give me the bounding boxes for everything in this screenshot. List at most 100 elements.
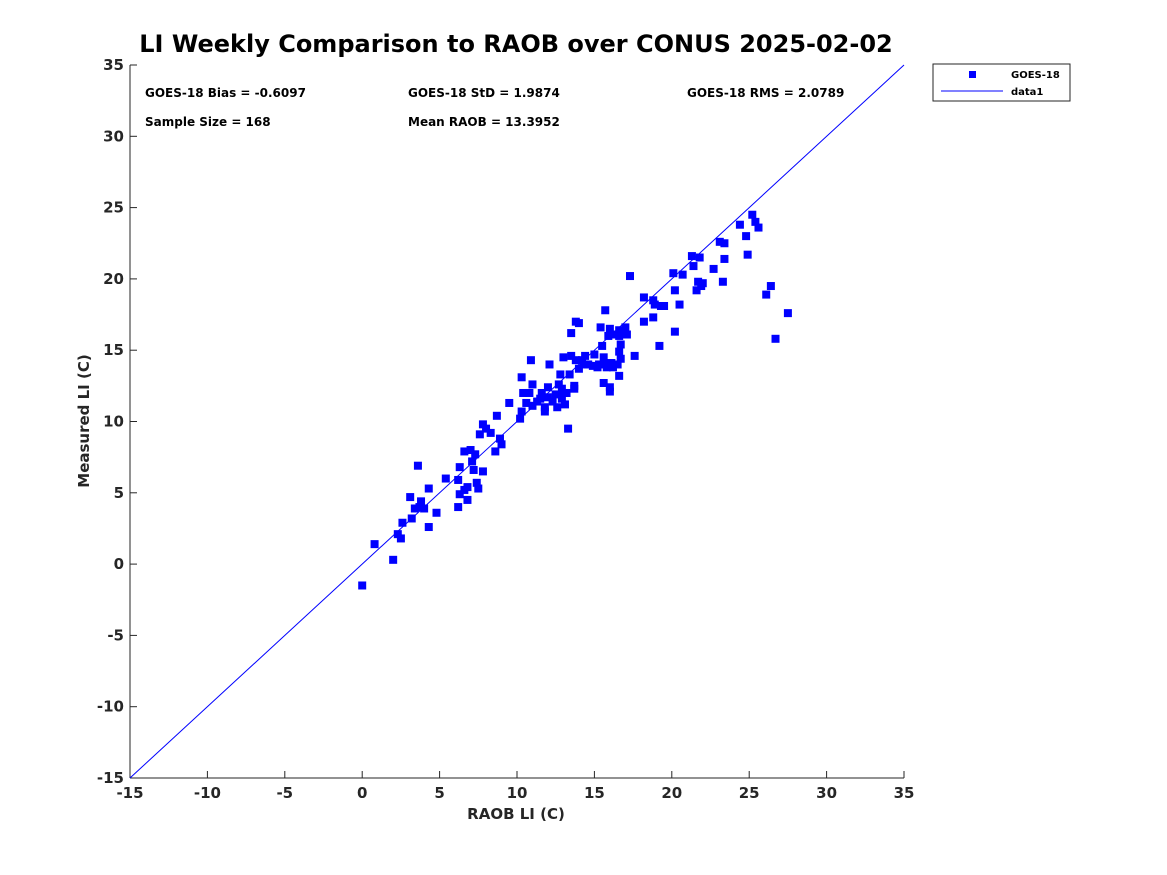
data-point [519, 388, 528, 397]
data-point [398, 518, 407, 527]
data-point [497, 440, 506, 449]
data-point [622, 330, 631, 339]
data-point [584, 360, 593, 369]
annotation-mean-raob: Mean RAOB = 13.3952 [408, 115, 560, 129]
data-point [694, 277, 703, 286]
data-point [570, 381, 579, 390]
y-tick-label: 30 [103, 127, 124, 145]
data-point [525, 388, 534, 397]
data-point [469, 465, 478, 474]
data-point [528, 380, 537, 389]
data-point [370, 540, 379, 549]
data-point [495, 434, 504, 443]
data-point [522, 398, 531, 407]
data-point [417, 497, 426, 506]
x-tick-label: -15 [116, 784, 143, 802]
y-tick-label: -15 [97, 769, 124, 787]
y-tick-label: -5 [107, 626, 124, 644]
data-point [675, 300, 684, 309]
data-point [389, 555, 398, 564]
data-point [670, 327, 679, 336]
x-tick-label: 20 [661, 784, 682, 802]
data-point [616, 340, 625, 349]
data-point [478, 420, 487, 429]
annotation-sample-size: Sample Size = 168 [145, 115, 271, 129]
data-point [567, 329, 576, 338]
data-point [605, 387, 614, 396]
data-point [743, 250, 752, 259]
data-point [545, 360, 554, 369]
data-point [463, 483, 472, 492]
data-point [621, 323, 630, 332]
x-tick-label: 15 [584, 784, 605, 802]
data-point [689, 262, 698, 271]
data-point [468, 457, 477, 466]
data-point [471, 450, 480, 459]
data-point [455, 490, 464, 499]
data-point [551, 390, 560, 399]
data-point [424, 523, 433, 532]
legend: GOES-18 data1 [932, 63, 1071, 102]
data-point [615, 347, 624, 356]
data-point [649, 313, 658, 322]
data-point [454, 475, 463, 484]
data-point [626, 272, 635, 281]
data-point [604, 331, 613, 340]
data-point [410, 504, 419, 513]
data-point [608, 363, 617, 372]
x-tick-label: 35 [894, 784, 915, 802]
data-point [596, 323, 605, 332]
data-point [762, 290, 771, 299]
data-point [554, 380, 563, 389]
data-point [599, 353, 608, 362]
data-point [486, 428, 495, 437]
data-point [406, 493, 415, 502]
y-axis-label: Measured LI (C) [75, 354, 93, 487]
data-point [557, 394, 566, 403]
series-points [358, 210, 792, 590]
data-point [715, 237, 724, 246]
y-tick-label: 15 [103, 341, 124, 359]
data-point [599, 378, 608, 387]
data-point [605, 324, 614, 333]
data-point [581, 351, 590, 360]
annotation-rms: GOES-18 RMS = 2.0789 [687, 86, 844, 100]
y-tick-label: 20 [103, 270, 124, 288]
data-point [478, 467, 487, 476]
chart-title: LI Weekly Comparison to RAOB over CONUS … [139, 30, 892, 58]
x-axis-label: RAOB LI (C) [467, 805, 565, 823]
y-ticks: -15 -10 -5 0 5 10 15 20 25 30 35 [97, 56, 137, 787]
data-point [588, 361, 597, 370]
y-tick-label: 35 [103, 56, 124, 74]
data-point [649, 296, 658, 305]
data-point [615, 371, 624, 380]
data-point [742, 232, 751, 241]
data-point [540, 407, 549, 416]
data-point [407, 514, 416, 523]
x-ticks: -15 -10 -5 0 5 10 15 20 25 30 35 [116, 771, 914, 802]
data-point [474, 484, 483, 493]
x-tick-label: 10 [507, 784, 528, 802]
data-point [720, 254, 729, 263]
annotation-bias: GOES-18 Bias = -0.6097 [145, 86, 306, 100]
plot-area: -15 -10 -5 0 5 10 15 20 25 30 35 -15 -10 -5 0 5 10 15 20 2… [97, 56, 915, 802]
data-point [540, 403, 549, 412]
data-point [754, 223, 763, 232]
data-point [460, 447, 469, 456]
data-point [466, 446, 475, 455]
data-point [455, 463, 464, 472]
data-point [579, 360, 588, 369]
data-point [472, 478, 481, 487]
legend-label-data1: data1 [1011, 87, 1043, 98]
data-point [548, 397, 557, 406]
x-tick-label: 25 [739, 784, 760, 802]
data-point [695, 253, 704, 262]
data-point [441, 474, 450, 483]
data-point [420, 504, 429, 513]
data-point [567, 351, 576, 360]
data-point [517, 407, 526, 416]
data-point [615, 326, 624, 335]
data-point [526, 356, 535, 365]
data-point [595, 360, 604, 369]
x-tick-label: -5 [276, 784, 293, 802]
